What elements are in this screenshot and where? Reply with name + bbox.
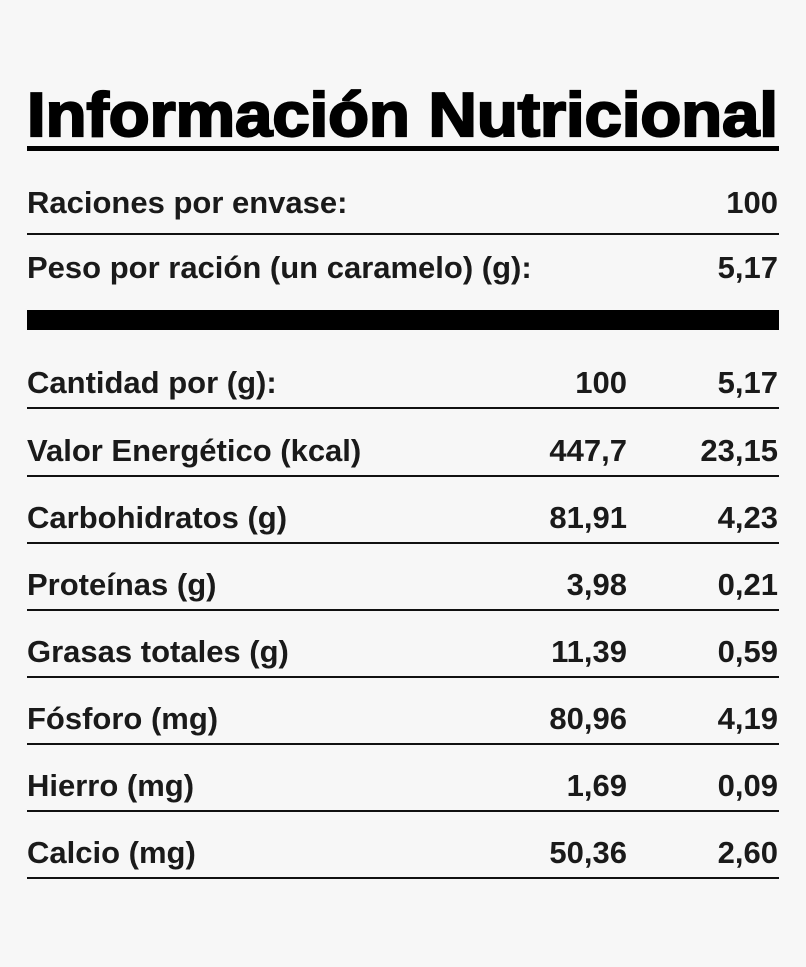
nutrient-label: Carbohidratos (g) xyxy=(27,500,288,535)
per-serving-value: 5,17 xyxy=(717,365,778,400)
row-rule xyxy=(27,810,779,812)
row-rule xyxy=(27,542,779,544)
per-serving-value: 4,23 xyxy=(717,500,778,535)
title-area: Información Nutricional xyxy=(26,80,779,151)
title-rule xyxy=(27,146,779,151)
per-serving-value: 0,21 xyxy=(717,567,778,602)
nutrient-label: Valor Energético (kcal) xyxy=(27,433,362,468)
row-rule xyxy=(27,475,779,477)
per-100-value: 81,91 xyxy=(549,500,627,535)
per-serving-value: 4,19 xyxy=(717,701,778,736)
thick-bar xyxy=(27,310,779,330)
per-100-value: 11,39 xyxy=(551,634,627,669)
nutrient-label: Fósforo (mg) xyxy=(27,701,219,736)
row-rule xyxy=(27,609,779,611)
per-serving-value: 23,15 xyxy=(700,433,778,468)
per-100-value: 50,36 xyxy=(549,835,627,870)
row-rule xyxy=(27,877,779,879)
per-100-value: 447,7 xyxy=(549,433,627,468)
row-rule xyxy=(27,407,779,409)
nutrient-label: Cantidad por (g): xyxy=(27,365,277,400)
serving-label: Raciones por envase: xyxy=(27,185,348,220)
nutrient-label: Proteínas (g) xyxy=(27,567,217,602)
per-100-value: 80,96 xyxy=(549,701,627,736)
nutrient-label: Hierro (mg) xyxy=(27,768,195,803)
nutrient-label: Calcio (mg) xyxy=(27,835,196,870)
serving-value: 100 xyxy=(726,185,778,220)
per-serving-value: 0,59 xyxy=(717,634,778,669)
row-rule xyxy=(27,743,779,745)
serving-label: Peso por ración (un caramelo) (g): xyxy=(27,250,532,285)
per-100-value: 1,69 xyxy=(566,768,627,803)
per-serving-value: 2,60 xyxy=(717,835,778,870)
nutrient-label: Grasas totales (g) xyxy=(27,634,289,669)
per-100-value: 100 xyxy=(575,365,627,400)
per-serving-value: 0,09 xyxy=(717,768,778,803)
title: Información Nutricional xyxy=(27,81,778,150)
per-100-value: 3,98 xyxy=(566,567,627,602)
serving-value: 5,17 xyxy=(717,250,778,285)
row-rule xyxy=(27,233,779,235)
row-rule xyxy=(27,676,779,678)
